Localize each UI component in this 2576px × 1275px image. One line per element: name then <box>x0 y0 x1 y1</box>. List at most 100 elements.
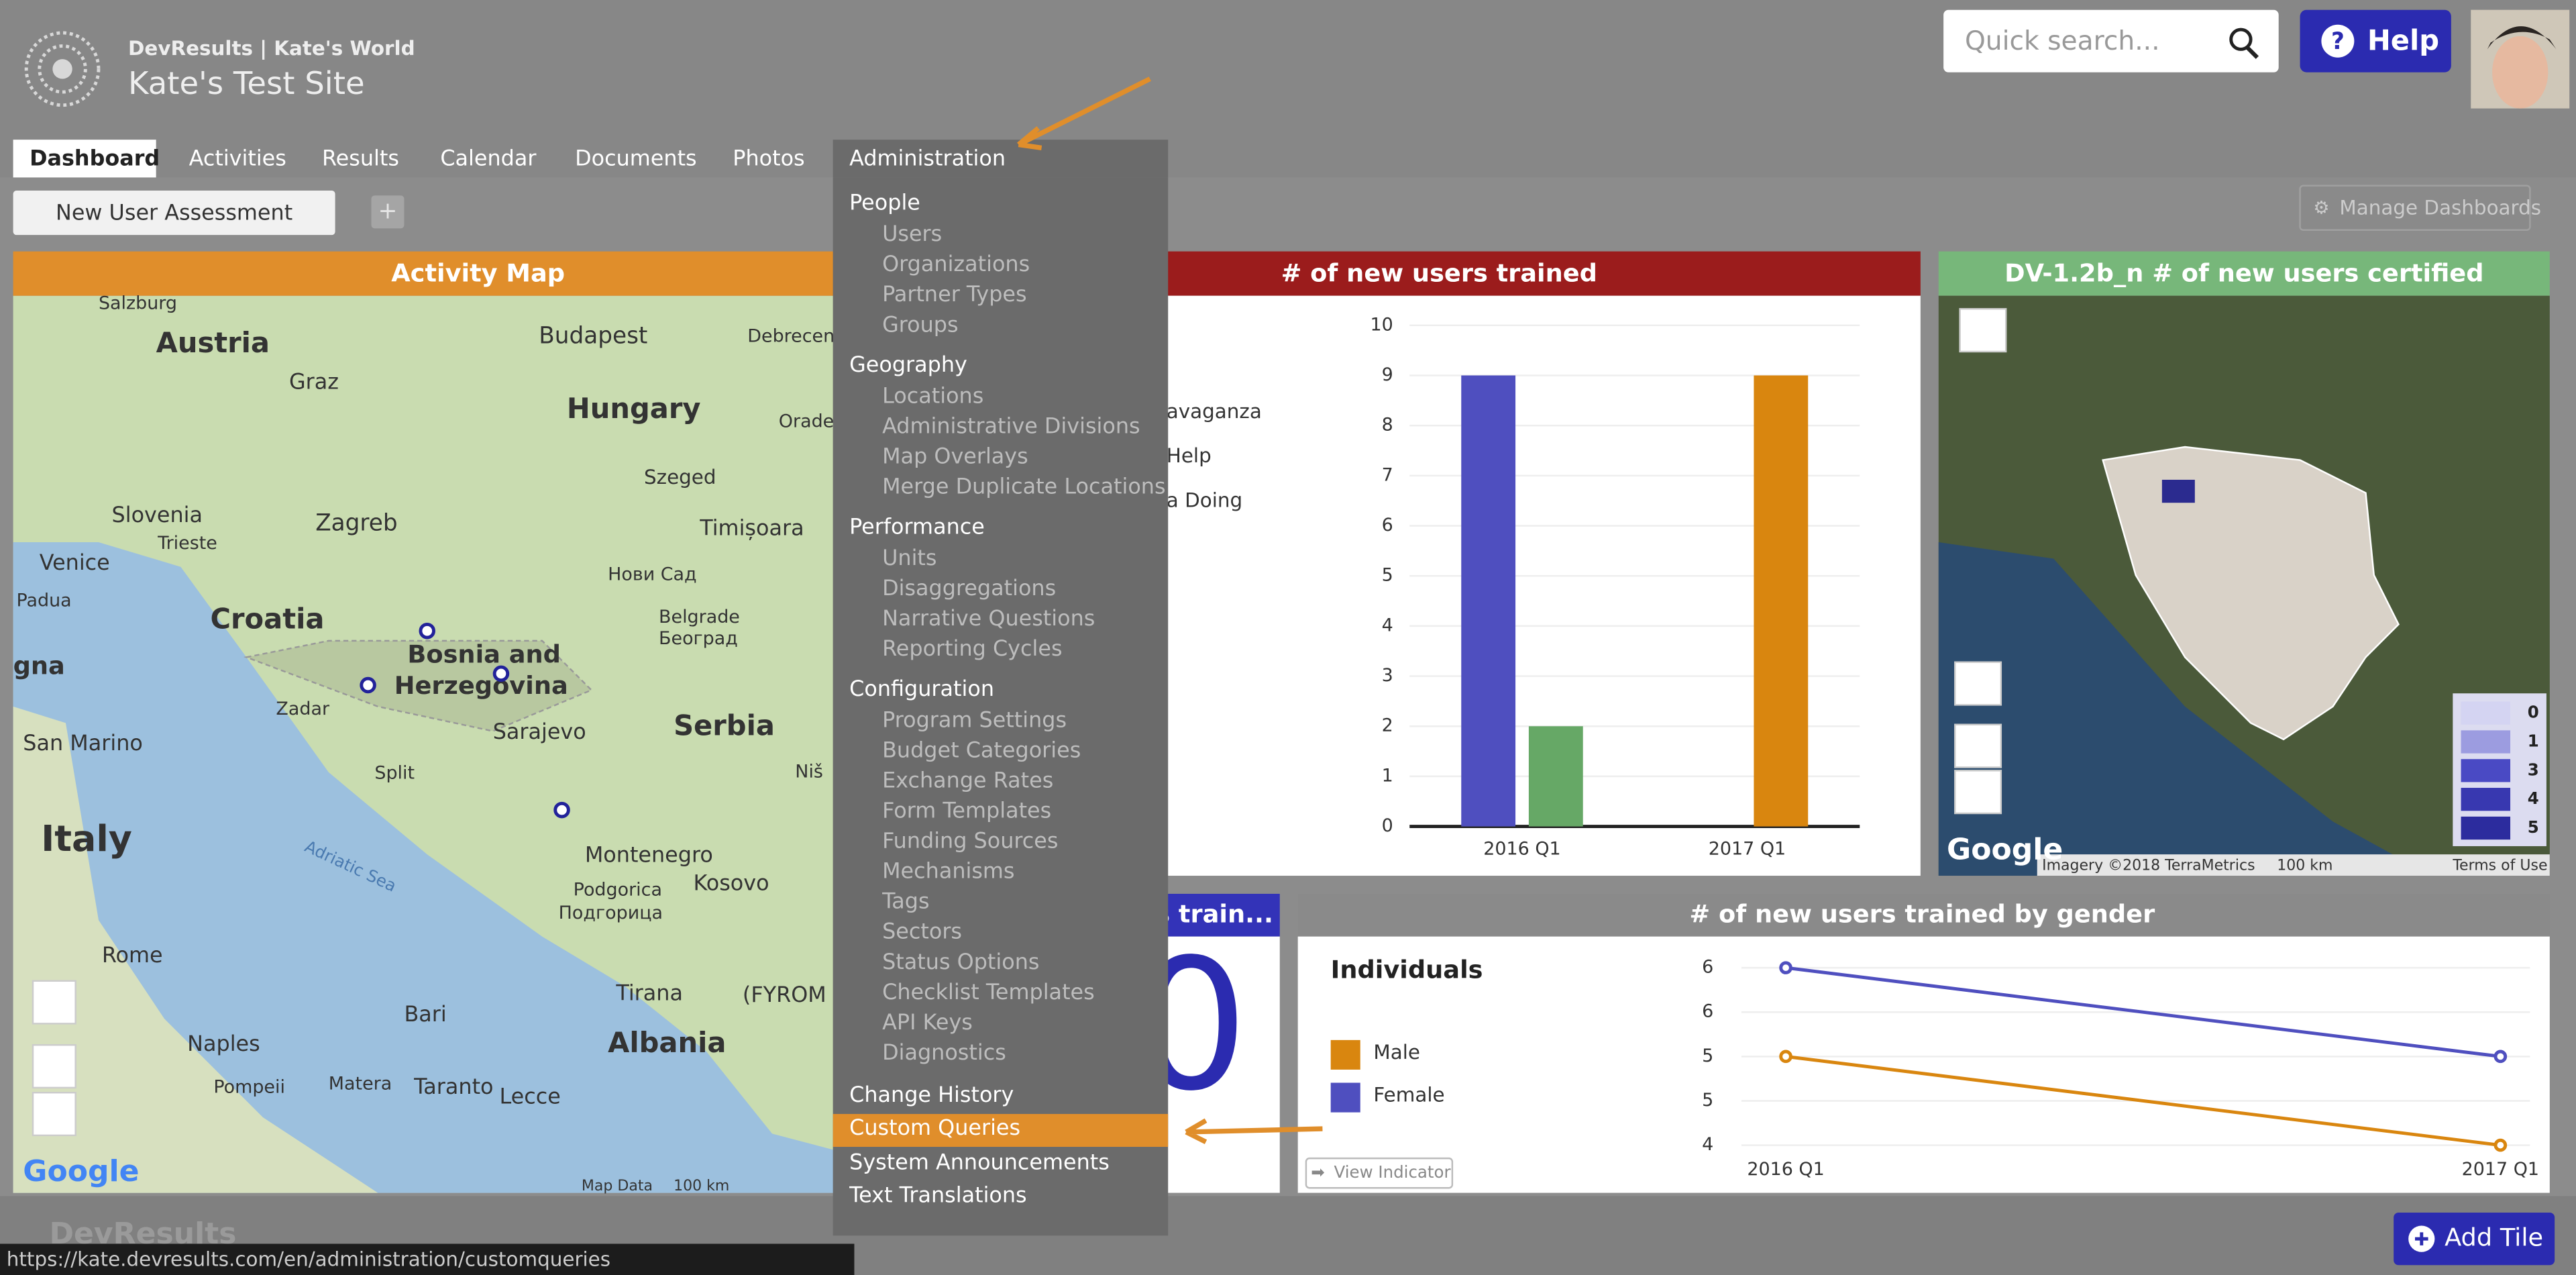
point <box>2493 1138 2508 1152</box>
x-tick-label: 2017 Q1 <box>1709 838 1786 859</box>
map-control <box>1954 661 2002 706</box>
brand: DevResults | Kate's World <box>128 37 415 60</box>
map-label: (FYROM <box>743 982 826 1007</box>
menu-section[interactable]: Configuration <box>849 676 994 701</box>
y-tick-label: 3 <box>1382 665 1393 686</box>
line-tile <box>1297 936 2550 1193</box>
add-dashboard[interactable] <box>371 195 405 229</box>
map-label: Belgrade <box>659 607 740 627</box>
menu-section[interactable]: Performance <box>849 513 985 539</box>
map-label: Herzegovina <box>394 671 568 700</box>
menu-item[interactable]: Disaggregations <box>882 575 1056 601</box>
menu-item[interactable]: Administrative Divisions <box>882 413 1140 439</box>
nav-item[interactable]: Documents <box>575 146 697 171</box>
menu-item[interactable]: Mechanisms <box>882 858 1014 884</box>
menu-item[interactable]: Budget Categories <box>882 737 1081 762</box>
legend-label: a Doing <box>1167 489 1242 511</box>
y-tick-label: 2 <box>1382 715 1393 736</box>
menu-item[interactable]: Status Options <box>882 949 1039 974</box>
y-tick-label: 10 <box>1370 314 1393 335</box>
bar <box>1754 375 1809 827</box>
avatar[interactable] <box>2471 9 2570 109</box>
admin-nav-tab[interactable] <box>833 140 1169 178</box>
map-attribution: Map Data <box>582 1178 653 1194</box>
map-label: Szeged <box>644 466 716 489</box>
menu-item[interactable]: Diagnostics <box>882 1039 1006 1065</box>
nav-item[interactable]: Results <box>322 146 399 171</box>
menu-link[interactable]: System Announcements <box>849 1150 1110 1175</box>
dashboard-tab-label: New User Assessment <box>56 199 292 225</box>
google-logo: Google <box>23 1154 139 1188</box>
x-tick-label: 2016 Q1 <box>1483 838 1560 859</box>
nav-item[interactable]: Administration <box>849 146 1006 171</box>
map-label: Croatia <box>210 603 324 635</box>
menu-section[interactable]: Geography <box>849 352 967 377</box>
menu-item[interactable]: Units <box>882 545 936 570</box>
map-label: Timișoara <box>699 515 804 540</box>
tile-title: # of new users trained by gender <box>1689 899 2155 928</box>
menu-item[interactable]: Narrative Questions <box>882 605 1095 631</box>
line-tile-header <box>1297 893 2550 937</box>
map-control <box>32 1043 76 1089</box>
map-label: Montenegro <box>585 842 713 868</box>
line <box>1785 966 2501 1058</box>
search-placeholder: Quick search... <box>1965 26 2160 56</box>
map-label: Split <box>374 763 415 784</box>
active-nav-tab[interactable] <box>13 140 156 178</box>
map-label: Zadar <box>276 699 330 719</box>
certified-map[interactable] <box>1938 295 2550 876</box>
dashboard-tab[interactable] <box>13 191 335 236</box>
help-icon-glyph: ? <box>2331 28 2345 55</box>
annotation-arrow <box>1017 76 1151 150</box>
menu-section[interactable]: People <box>849 190 920 215</box>
menu-link[interactable]: Custom Queries <box>849 1115 1020 1140</box>
menu-item[interactable]: Map Overlays <box>882 444 1028 469</box>
nav-item[interactable]: Photos <box>733 146 804 171</box>
menu-item[interactable]: Organizations <box>882 251 1030 276</box>
nav-item[interactable]: Activities <box>189 146 286 171</box>
menu-item[interactable]: Reporting Cycles <box>882 635 1062 661</box>
menu-item[interactable]: Groups <box>882 311 958 337</box>
map-label: Podgorica <box>574 880 662 901</box>
map-label: Подгорица <box>559 903 663 923</box>
logo <box>24 31 101 107</box>
map-control <box>32 1091 76 1137</box>
menu-item[interactable]: Funding Sources <box>882 828 1058 854</box>
legend-swatch <box>1330 1082 1360 1113</box>
legend-label: Female <box>1373 1084 1444 1107</box>
line <box>1785 1054 2501 1148</box>
menu-link[interactable]: Text Translations <box>849 1182 1027 1207</box>
y-tick-label: 7 <box>1382 464 1393 485</box>
nav-item[interactable]: Dashboard <box>30 146 160 171</box>
activity-map[interactable] <box>13 295 835 1193</box>
search-box[interactable] <box>1943 9 2279 72</box>
menu-item[interactable]: Checklist Templates <box>882 979 1095 1005</box>
x-tick-label: 2016 Q1 <box>1747 1159 1824 1180</box>
map-terms: Terms of Use <box>2452 857 2547 874</box>
legend-label: avaganza <box>1167 400 1262 423</box>
tile-title: # of new users trained <box>1281 258 1597 287</box>
map-label: Matera <box>329 1073 392 1094</box>
menu-item[interactable]: Tags <box>881 888 929 914</box>
menu-item[interactable]: Users <box>882 221 942 246</box>
menu-item[interactable]: Exchange Rates <box>882 767 1053 793</box>
map-label: Београд <box>659 628 738 649</box>
map-label: Rome <box>102 942 163 968</box>
menu-item[interactable]: Locations <box>882 383 983 409</box>
view-indicator-button[interactable] <box>1305 1157 1454 1189</box>
menu-item[interactable]: Partner Types <box>882 281 1027 307</box>
menu-item[interactable]: API Keys <box>882 1009 973 1035</box>
menu-item[interactable]: Program Settings <box>882 707 1067 732</box>
menu-link[interactable]: Change History <box>849 1082 1014 1107</box>
add-tile-button[interactable] <box>2394 1212 2555 1266</box>
menu-item[interactable]: Merge Duplicate Locations <box>882 474 1165 499</box>
manage-dashboards[interactable] <box>2299 185 2531 232</box>
map-label: Kosovo <box>693 870 769 895</box>
point <box>1779 1050 1792 1064</box>
menu-item[interactable]: Form Templates <box>882 798 1051 823</box>
count-tile-header <box>1150 893 1280 937</box>
y-tick-label: 4 <box>1382 615 1393 635</box>
nav-item[interactable]: Calendar <box>440 146 537 171</box>
help-icon <box>2321 24 2355 58</box>
menu-item[interactable]: Sectors <box>882 919 962 944</box>
